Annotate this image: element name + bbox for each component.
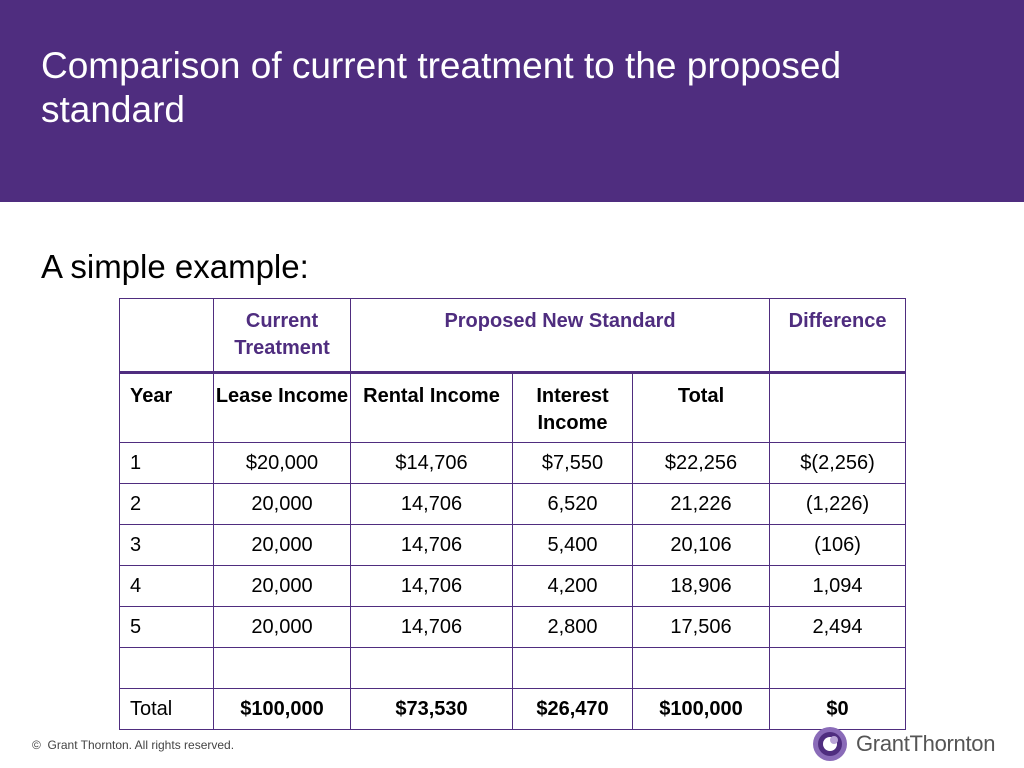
cell-difference: 1,094 (769, 565, 907, 607)
cell-total-difference: $0 (769, 688, 907, 730)
cell-difference: $(2,256) (769, 442, 907, 484)
cell-lease-income: 20,000 (213, 606, 351, 648)
column-header-year: Year (119, 371, 214, 443)
empty-cell (631, 647, 771, 689)
grant-thornton-logo-icon (813, 727, 847, 761)
header-current-treatment: Current Treatment (213, 298, 351, 373)
cell-rental-income: 14,706 (350, 565, 513, 607)
header-difference: Difference (769, 298, 907, 373)
table-row: 2 20,000 14,706 6,520 21,226 (1,226) (119, 483, 907, 525)
cell-year: 5 (119, 606, 214, 648)
grant-thornton-logo: GrantThornton (812, 724, 995, 764)
table-row: 4 20,000 14,706 4,200 18,906 1,094 (119, 565, 907, 607)
column-header-row: Year Lease Income Rental Income Interest… (119, 371, 907, 443)
cell-lease-income: 20,000 (213, 483, 351, 525)
cell-year: 2 (119, 483, 214, 525)
comparison-table-container: Current Treatment Proposed New Standard … (119, 298, 907, 730)
comparison-table: Current Treatment Proposed New Standard … (119, 298, 907, 730)
cell-rental-income: $14,706 (350, 442, 513, 484)
copyright-footer: © Grant Thornton. All rights reserved. (32, 738, 234, 752)
cell-total: 17,506 (631, 606, 771, 648)
cell-total: 21,226 (631, 483, 771, 525)
table-row: 3 20,000 14,706 5,400 20,106 (106) (119, 524, 907, 566)
table-row: 5 20,000 14,706 2,800 17,506 2,494 (119, 606, 907, 648)
cell-total: $22,256 (631, 442, 771, 484)
header-empty-cell (119, 298, 214, 373)
cell-year: 1 (119, 442, 214, 484)
title-band: Comparison of current treatment to the p… (0, 0, 1024, 202)
cell-total-lease-income: $100,000 (213, 688, 351, 730)
table-row-empty (119, 647, 907, 689)
column-header-difference-empty (769, 371, 907, 443)
cell-year: 4 (119, 565, 214, 607)
slide-subtitle: A simple example: (41, 248, 309, 285)
cell-total: 18,906 (631, 565, 771, 607)
empty-cell (213, 647, 351, 689)
cell-interest-income: 4,200 (512, 565, 633, 607)
totals-row: Total $100,000 $73,530 $26,470 $100,000 … (119, 688, 907, 730)
slide-title: Comparison of current treatment to the p… (41, 45, 842, 131)
cell-total-total: $100,000 (631, 688, 771, 730)
cell-total-rental-income: $73,530 (350, 688, 513, 730)
empty-cell (769, 647, 907, 689)
cell-rental-income: 14,706 (350, 483, 513, 525)
copyright-text: Grant Thornton. All rights reserved. (47, 738, 235, 752)
cell-rental-income: 14,706 (350, 606, 513, 648)
cell-total-interest-income: $26,470 (512, 688, 633, 730)
group-header-row: Current Treatment Proposed New Standard … (119, 298, 907, 373)
cell-total: 20,106 (631, 524, 771, 566)
cell-interest-income: 6,520 (512, 483, 633, 525)
column-header-interest-income: Interest Income (512, 371, 633, 443)
column-header-rental-income: Rental Income (350, 371, 513, 443)
cell-interest-income: $7,550 (512, 442, 633, 484)
table-row: 1 $20,000 $14,706 $7,550 $22,256 $(2,256… (119, 442, 907, 484)
empty-cell (512, 647, 633, 689)
cell-year: 3 (119, 524, 214, 566)
cell-lease-income: 20,000 (213, 565, 351, 607)
column-header-total: Total (631, 371, 771, 443)
cell-interest-income: 2,800 (512, 606, 633, 648)
logo-wordmark: GrantThornton (856, 731, 996, 756)
cell-difference: 2,494 (769, 606, 907, 648)
column-header-lease-income: Lease Income (213, 371, 351, 443)
cell-total-label: Total (119, 688, 214, 730)
cell-lease-income: $20,000 (213, 442, 351, 484)
empty-cell (350, 647, 513, 689)
cell-interest-income: 5,400 (512, 524, 633, 566)
cell-difference: (1,226) (769, 483, 907, 525)
header-proposed-new-standard: Proposed New Standard (349, 298, 771, 373)
copyright-symbol: © (32, 738, 41, 752)
cell-rental-income: 14,706 (350, 524, 513, 566)
cell-difference: (106) (769, 524, 907, 566)
empty-cell (119, 647, 214, 689)
cell-lease-income: 20,000 (213, 524, 351, 566)
